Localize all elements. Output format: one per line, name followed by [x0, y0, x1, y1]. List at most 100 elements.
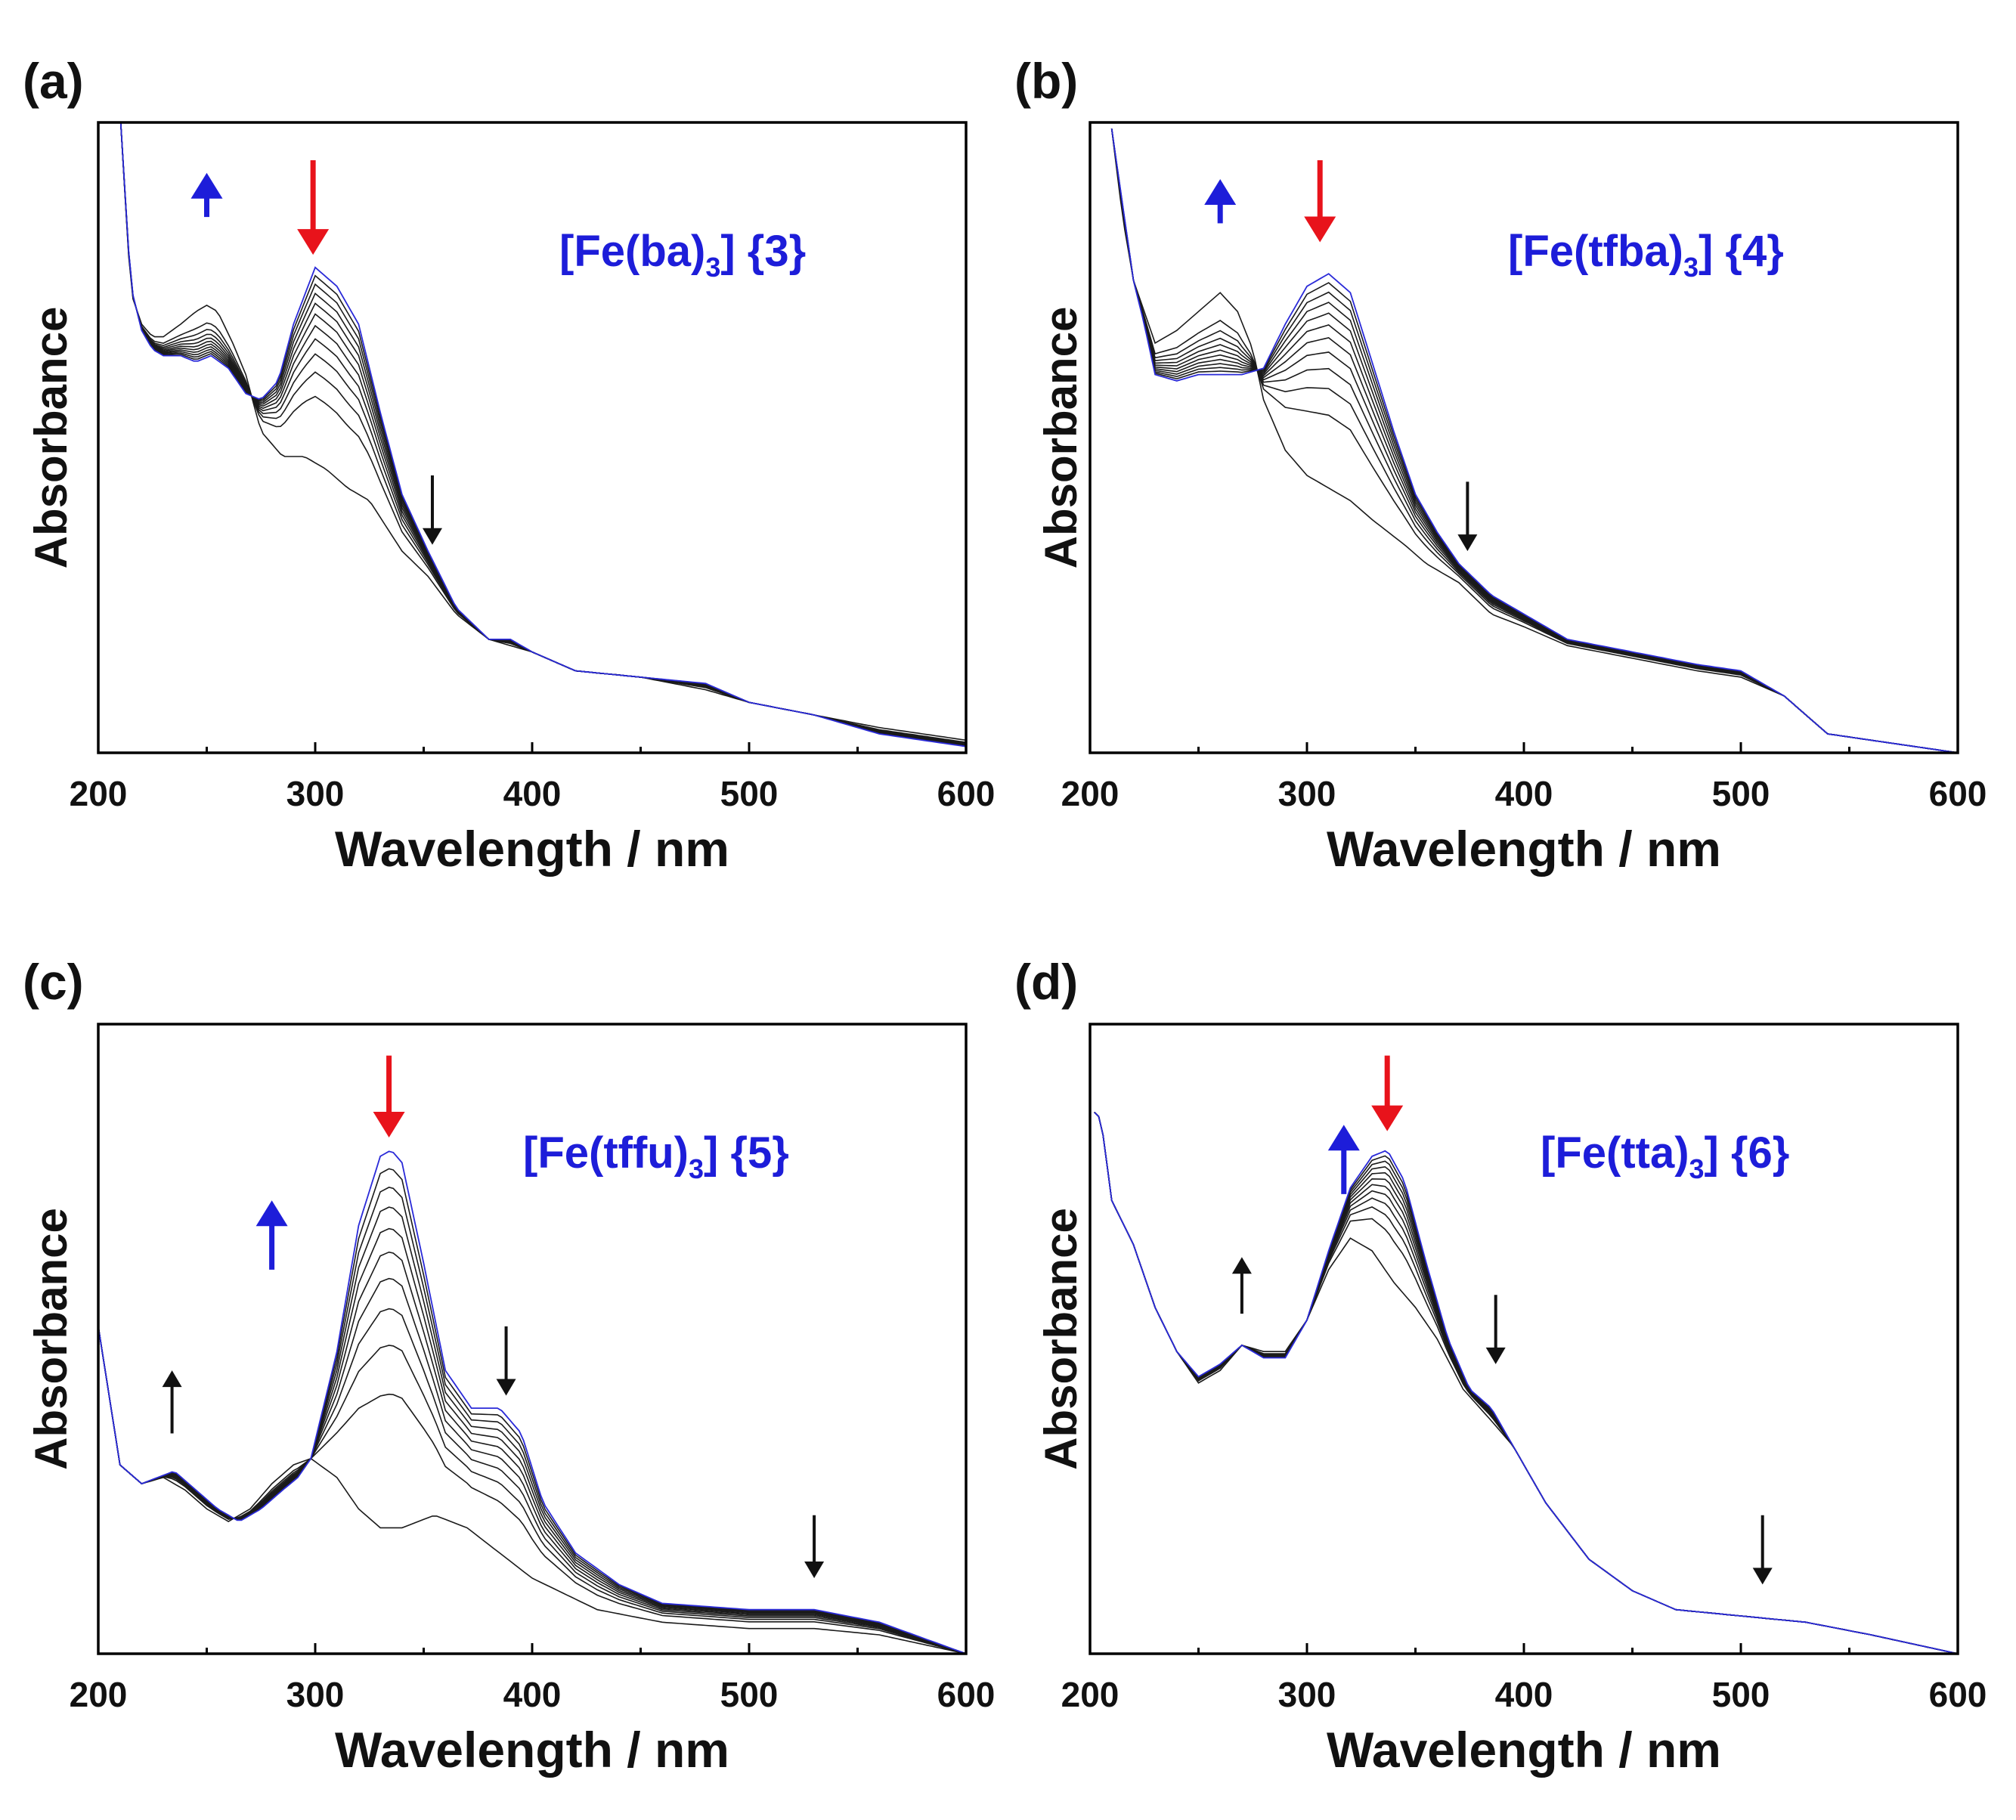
- plot-frame: [1089, 1023, 1959, 1655]
- arrow-down-icon: [297, 160, 330, 255]
- x-tick-label: 300: [286, 774, 345, 813]
- arrow-down-icon: [1485, 1295, 1506, 1364]
- spectrum-trace: [119, 122, 966, 744]
- spectrum-trace: [1094, 1112, 1958, 1654]
- x-axis-label: Wavelength / nm: [335, 1722, 729, 1778]
- compound-label: [Fe(tffu)3] {5}: [523, 1128, 789, 1184]
- y-axis-label: Absorbance: [1036, 1208, 1086, 1470]
- spectrum-trace: [1094, 1112, 1958, 1654]
- x-tick-label: 200: [70, 1675, 128, 1714]
- panel-label: (c): [23, 954, 84, 1010]
- spectrum-trace: [1110, 128, 1958, 753]
- spectrum-trace: [98, 1326, 966, 1654]
- spectrum-trace: [1094, 1112, 1958, 1654]
- spectrum-trace: [98, 1227, 966, 1654]
- panel-label: (a): [23, 53, 84, 109]
- spectrum-trace: [1110, 128, 1958, 753]
- x-tick-label: 200: [1061, 1675, 1119, 1714]
- x-tick-label: 200: [1061, 774, 1119, 813]
- spectra-group: [98, 1150, 966, 1654]
- spectrum-trace: [1094, 1112, 1958, 1654]
- x-tick-label: 400: [503, 774, 562, 813]
- spectrum-trace: [119, 122, 966, 745]
- spectrum-trace: [119, 122, 966, 745]
- spectrum-trace: [98, 1150, 966, 1654]
- x-axis-label: Wavelength / nm: [1327, 1722, 1721, 1778]
- x-tick-label: 200: [70, 774, 128, 813]
- x-tick-label: 400: [503, 1675, 562, 1714]
- x-axis-label: Wavelength / nm: [335, 821, 729, 877]
- spectrum-trace: [119, 122, 966, 747]
- spectrum-trace: [1110, 128, 1958, 753]
- compound-label: [Fe(ba)3] {3}: [559, 227, 806, 283]
- y-axis-label: Absorbance: [1036, 307, 1086, 569]
- spectrum-trace: [119, 122, 966, 741]
- spectrum-trace: [1110, 128, 1958, 753]
- x-tick-label: 400: [1495, 774, 1553, 813]
- arrow-up-icon: [1327, 1125, 1360, 1194]
- y-axis-label: Absorbance: [26, 307, 76, 569]
- spectrum-trace: [119, 122, 966, 747]
- spectrum-trace: [1094, 1112, 1958, 1654]
- spectrum-trace: [1094, 1112, 1958, 1654]
- chart-panel-2: (b) 200 300 400 500 600 Wavelength / nm Absorba…: [1014, 53, 1987, 877]
- spectrum-trace: [119, 122, 966, 743]
- spectrum-trace: [1110, 128, 1958, 753]
- spectrum-trace: [98, 1206, 966, 1654]
- compound-label: [Fe(tfba)3] {4}: [1508, 227, 1784, 283]
- x-tick-label: 600: [937, 774, 996, 813]
- spectrum-trace: [1094, 1112, 1958, 1654]
- arrow-down-icon: [1752, 1515, 1773, 1585]
- x-tick-label: 300: [1278, 774, 1336, 813]
- spectrum-trace: [98, 1251, 966, 1654]
- y-axis-label: Absorbance: [26, 1208, 76, 1470]
- spectra-group: [119, 122, 966, 748]
- spectrum-trace: [119, 122, 966, 748]
- spectrum-trace: [1094, 1112, 1958, 1654]
- arrow-down-icon: [1371, 1055, 1404, 1131]
- spectrum-trace: [1110, 128, 1958, 753]
- x-tick-label: 500: [720, 774, 779, 813]
- spectra-group: [1110, 128, 1958, 753]
- spectrum-trace: [1110, 128, 1958, 753]
- spectrum-trace: [1110, 128, 1958, 753]
- panel-label: (d): [1014, 954, 1078, 1010]
- spectrum-trace: [1110, 128, 1958, 753]
- compound-label: [Fe(tta)3] {6}: [1541, 1128, 1789, 1184]
- arrow-down-icon: [496, 1326, 516, 1396]
- spectrum-trace: [1110, 128, 1958, 753]
- spectrum-trace: [98, 1168, 966, 1654]
- spectrum-trace: [98, 1187, 966, 1654]
- spectrum-trace: [119, 122, 966, 744]
- x-tick-label: 500: [1712, 1675, 1770, 1714]
- arrow-down-icon: [804, 1515, 825, 1579]
- x-tick-label: 300: [1278, 1675, 1336, 1714]
- x-tick-label: 500: [1712, 774, 1770, 813]
- spectrum-trace: [119, 122, 966, 746]
- x-tick-label: 600: [1929, 774, 1987, 813]
- arrow-up-icon: [1204, 179, 1237, 224]
- x-tick-label: 600: [937, 1675, 996, 1714]
- arrow-down-icon: [373, 1055, 405, 1138]
- chart-panel-4: (d) 200 300 400 500 600 Wavelength / nm Absorba…: [1014, 954, 1987, 1778]
- plot-frame: [97, 1023, 968, 1655]
- x-tick-label: 400: [1495, 1675, 1553, 1714]
- spectra-group: [1094, 1111, 1958, 1654]
- plot-frame: [97, 121, 968, 754]
- chart-panel-3: (c) 200 300 400 500 600 Wavelength / nm Absorba…: [23, 954, 995, 1778]
- spectrum-trace: [1110, 128, 1958, 753]
- x-axis-label: Wavelength / nm: [1327, 821, 1721, 877]
- panel-label: (b): [1014, 53, 1078, 109]
- x-tick-label: 500: [720, 1675, 779, 1714]
- spectrum-trace: [119, 122, 966, 748]
- spectrum-trace: [1094, 1112, 1958, 1654]
- spectrum-trace: [98, 1308, 966, 1654]
- x-tick-label: 600: [1929, 1675, 1987, 1714]
- arrow-up-icon: [1231, 1257, 1252, 1314]
- chart-panel-1: (a) 200 300 400 500 600 Wavelength / nm Absorba…: [23, 53, 995, 877]
- spectrum-trace: [1110, 128, 1958, 753]
- spectrum-trace: [1094, 1111, 1958, 1654]
- x-tick-label: 300: [286, 1675, 345, 1714]
- spectrum-trace: [98, 1326, 966, 1654]
